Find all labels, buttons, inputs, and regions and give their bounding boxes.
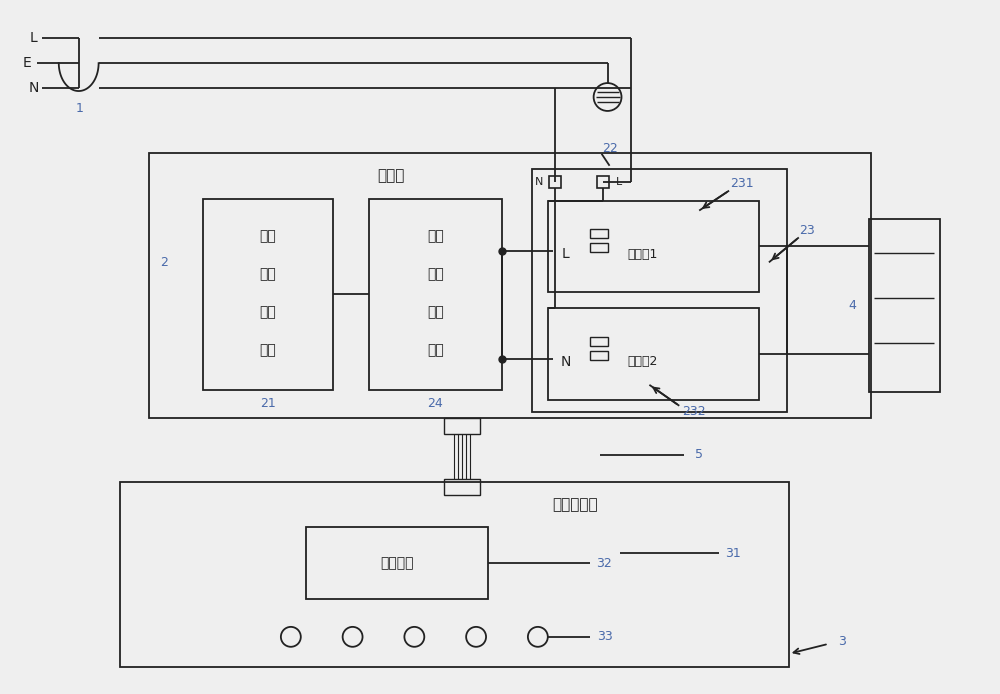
Bar (597, 176, 609, 187)
Text: 231: 231 (730, 177, 754, 190)
Bar (590, 230, 608, 239)
Text: 操作显示板: 操作显示板 (552, 497, 598, 512)
Text: 检测: 检测 (427, 267, 444, 281)
Text: 2: 2 (160, 256, 168, 269)
Text: 232: 232 (682, 405, 706, 418)
Text: 电路: 电路 (260, 343, 276, 357)
Text: 电路: 电路 (427, 343, 444, 357)
Text: 24: 24 (427, 397, 443, 410)
Bar (590, 337, 608, 346)
Text: 电子: 电子 (260, 230, 276, 244)
Text: N: N (535, 177, 543, 187)
Text: 1: 1 (76, 103, 84, 115)
Bar (869, 219, 940, 392)
Text: E: E (23, 56, 31, 70)
Text: L: L (30, 31, 38, 45)
Text: 21: 21 (260, 397, 276, 410)
Bar (306, 527, 488, 599)
Text: 反馈: 反馈 (427, 305, 444, 319)
Text: 22: 22 (602, 142, 617, 155)
Text: 光耦: 光耦 (427, 230, 444, 244)
Bar (548, 308, 759, 400)
Bar (590, 351, 608, 360)
Text: 控制板: 控制板 (377, 168, 404, 183)
Bar (203, 198, 333, 390)
Text: 3: 3 (838, 635, 846, 648)
Text: N: N (561, 355, 571, 369)
Text: 继电器2: 继电器2 (627, 355, 658, 369)
Bar (120, 482, 789, 667)
Bar (149, 153, 871, 418)
Text: 23: 23 (799, 224, 815, 237)
Text: L: L (562, 247, 570, 262)
Text: 控制: 控制 (260, 305, 276, 319)
Bar (548, 201, 759, 292)
Bar (590, 244, 608, 253)
Text: 32: 32 (596, 557, 611, 570)
Text: 开关: 开关 (260, 267, 276, 281)
Bar (444, 418, 480, 434)
Bar (369, 198, 502, 390)
Text: 继电器1: 继电器1 (627, 248, 658, 261)
Text: 5: 5 (695, 448, 703, 461)
Bar (549, 176, 561, 187)
Text: 4: 4 (849, 298, 857, 312)
Bar (532, 169, 787, 412)
Text: 主控芯片: 主控芯片 (380, 556, 414, 570)
Text: L: L (615, 177, 622, 187)
Text: N: N (29, 81, 39, 95)
Text: 33: 33 (597, 630, 612, 643)
Bar (444, 480, 480, 496)
Text: 31: 31 (725, 547, 741, 559)
